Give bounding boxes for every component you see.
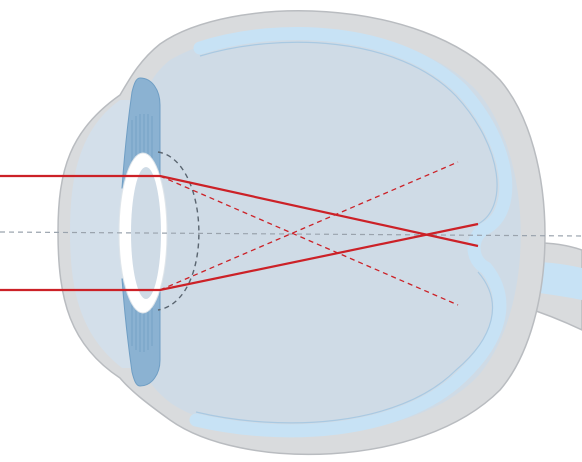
accommodated-lens-outline xyxy=(157,151,200,311)
retina-edge xyxy=(199,41,498,225)
retina-edge-lower xyxy=(195,271,493,424)
dashed-ray-lower xyxy=(159,161,459,291)
cornea xyxy=(70,100,140,368)
light-ray-lower xyxy=(0,222,479,292)
dashed-ray-upper xyxy=(159,175,459,306)
light-ray-upper xyxy=(0,174,479,248)
optical-axis xyxy=(0,231,582,237)
retina xyxy=(189,27,513,438)
vitreous-body xyxy=(145,31,521,435)
